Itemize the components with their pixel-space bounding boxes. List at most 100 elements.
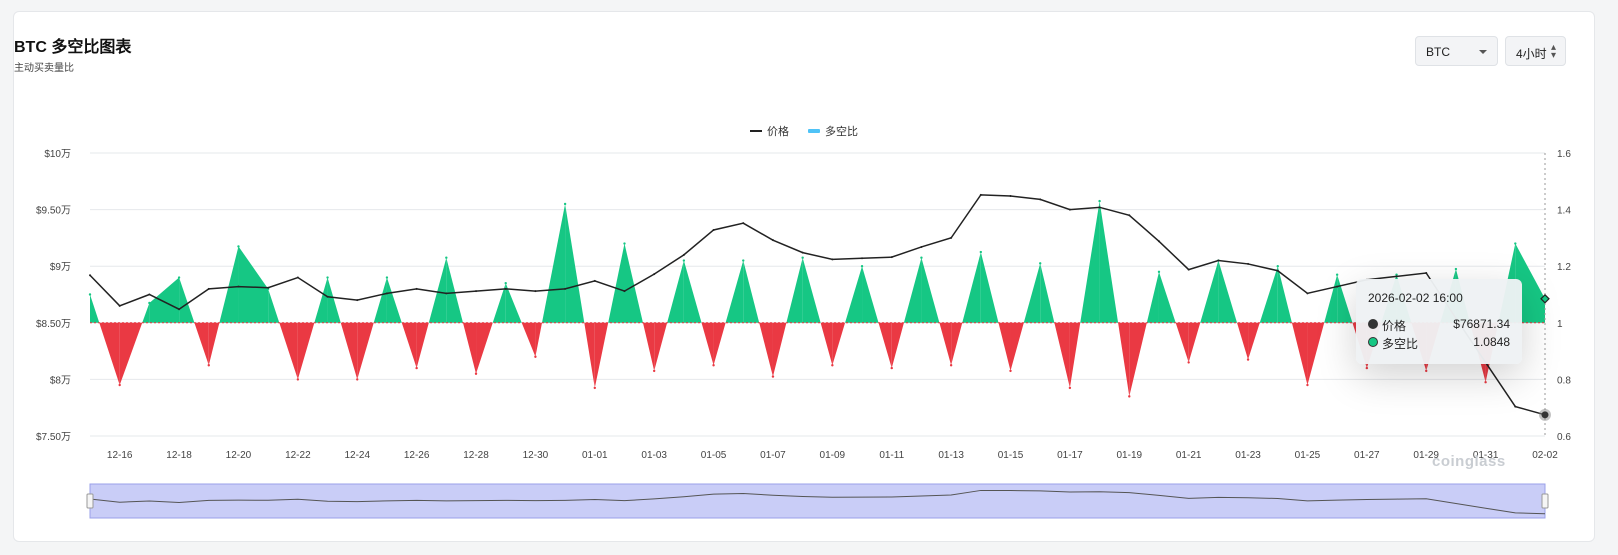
ratio-area-segment [1080,201,1100,323]
ratio-area-segment [1158,271,1176,323]
price-point [1247,262,1250,265]
ratio-point [207,364,210,367]
tooltip-ratio-row: 多空比 1.0848 [1368,335,1510,351]
tooltip: 2026-02-02 16:00 价格 $76871.34 多空比 1.0848 [1356,279,1522,364]
x-tick-label: 01-23 [1235,450,1261,461]
x-tick-label: 01-01 [582,450,608,461]
ratio-point [356,378,359,381]
ratio-point [979,250,983,254]
right-tick-label: 1.6 [1557,149,1571,160]
left-tick-label: $8万 [50,375,71,386]
price-dot-icon [1368,319,1378,329]
ratio-area-segment [279,322,298,380]
price-point [831,258,834,261]
ratio-area-segment [772,322,787,377]
interval-select[interactable]: 4小时 ▴ ▾ [1505,36,1566,66]
ratio-area-segment [802,257,821,323]
x-tick-label: 01-13 [938,450,964,461]
ratio-area-segment [862,266,879,323]
price-point [593,279,596,282]
price-point [712,228,715,231]
ratio-area-segment [208,322,220,366]
ratio-area-segment [713,322,726,366]
x-tick-label: 01-15 [998,450,1024,461]
x-tick-label: 12-24 [344,450,370,461]
ratio-point [623,242,626,245]
ratio-point [682,259,686,262]
ratio-area-segment [1175,322,1189,363]
tooltip-price-value: $76871.34 [1453,317,1510,331]
ratio-area-segment [401,322,417,369]
x-tick-label: 12-16 [107,450,133,461]
price-point [890,256,893,259]
ratio-area-segment [743,260,760,323]
x-tick-label: 12-26 [404,450,430,461]
chevron-down-icon [1479,50,1487,54]
price-point [742,222,745,225]
ratio-point [148,301,151,305]
ratio-area-segment [998,322,1011,371]
ratio-area-segment [1237,322,1249,360]
ratio-point [88,293,92,296]
ratio-area-segment [565,203,585,323]
x-tick-label: 12-18 [166,450,192,461]
ratio-area-segment [327,277,341,323]
ratio-point [652,369,656,373]
x-axis: 12-16 12-18 12-20 12-22 12-24 12-26 12-28 12-30… [107,450,1558,461]
ratio-area-segment [521,322,536,357]
ratio-dot-icon [1368,337,1378,347]
sort-arrows-icon: ▴ ▾ [1550,42,1556,61]
ratio-area-segment [119,322,143,386]
ratio-area-segment [939,322,952,366]
ratio-area-segment [903,257,922,323]
ratio-area-segment [446,257,463,323]
range-navigator[interactable] [86,483,1549,519]
ratio-area-segment [654,322,668,371]
price-point [682,253,685,256]
tooltip-ratio-label: 多空比 [1382,337,1419,351]
page-title: BTC 多空比图表 [14,39,132,56]
x-tick-label: 01-11 [879,450,904,461]
ratio-area-segment [1129,322,1147,397]
ratio-area-segment [219,246,239,323]
ratio-point [118,383,121,387]
ratio-marker [1540,293,1550,304]
price-point [475,290,478,293]
x-tick-label: 01-31 [1473,450,1499,461]
ratio-point [742,259,745,262]
price-point [445,292,448,295]
tooltip-price-row: 价格 $76871.34 [1368,317,1510,333]
ratio-area-segment [1118,322,1130,397]
price-point [504,287,507,290]
legend-price-label[interactable]: 价格 [767,124,789,138]
ratio-area-segment [624,243,643,323]
left-axis: $10万 $9.50万 $9万 $8.50万 $8万 $7.50万 [36,149,71,443]
ratio-area-segment [1069,322,1081,388]
ratio-point [1128,395,1131,398]
legend-ratio-label[interactable]: 多空比 [825,124,858,138]
price-point [534,290,537,293]
ratio-area-segment [832,322,846,366]
price-point [1157,240,1160,243]
price-point [385,292,388,295]
coin-select[interactable]: BTC [1415,36,1498,66]
ratio-area-segment [1218,260,1238,323]
ratio-area-segment [878,322,892,369]
price-point [89,274,91,277]
price-point [356,299,359,302]
ratio-area-segment [608,243,625,323]
ratio-area-segment [1040,263,1055,323]
x-tick-label: 02-02 [1532,450,1558,461]
crosshair [1539,153,1551,436]
price-point [1217,259,1220,262]
interval-select-value: 4小时 [1516,47,1547,61]
right-tick-label: 1.2 [1557,262,1571,273]
ratio-area-segment [462,322,477,374]
price-point [148,293,151,296]
x-tick-label: 01-09 [820,450,846,461]
ratio-area-segment [980,252,999,323]
grid-lines [90,152,1545,437]
ratio-point [1009,369,1012,373]
price-point [1039,198,1042,201]
